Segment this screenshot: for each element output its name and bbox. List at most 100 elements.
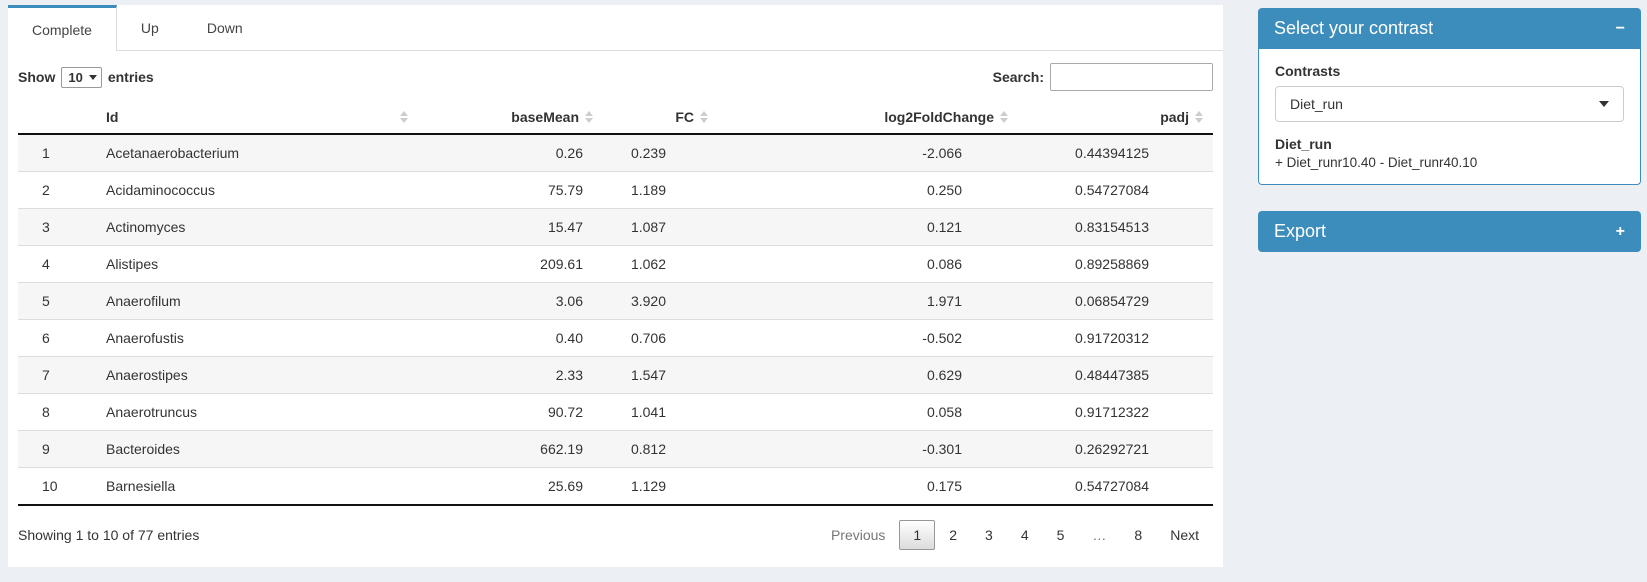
tab-down[interactable]: Down — [206, 19, 243, 36]
show-label: Show — [18, 69, 56, 85]
page-button-3[interactable]: 3 — [985, 527, 993, 543]
table-row: 1 Acetanaerobacterium 0.26 0.239 -2.066 0.443… — [18, 134, 1213, 172]
contrasts-label: Contrasts — [1275, 63, 1341, 79]
log2foldchange-cell: -0.502 — [718, 319, 1018, 357]
plus-icon[interactable]: + — [1615, 222, 1625, 240]
export-panel-title: Export — [1274, 221, 1327, 241]
page-number-buttons: 1 2 3 4 5 … 8 — [899, 520, 1156, 550]
table-row: 2 Acidaminococcus 75.79 1.189 0.250 0.5472708… — [18, 171, 1213, 209]
row-number-cell: 4 — [18, 245, 88, 283]
basemean-cell: 0.26 — [418, 134, 603, 172]
padj-cell: 0.54727084 — [1018, 171, 1213, 209]
table-body: 1 Acetanaerobacterium 0.26 0.239 -2.066 0.443… — [18, 134, 1213, 506]
fc-cell: 1.189 — [603, 171, 718, 209]
row-number-cell: 10 — [18, 467, 88, 506]
basemean-cell: 209.61 — [418, 245, 603, 283]
row-number-cell: 6 — [18, 319, 88, 357]
search-label: Search: — [992, 69, 1044, 85]
column-header-padj[interactable]: padj — [1018, 101, 1213, 135]
id-cell: Anaerofilum — [88, 282, 418, 320]
fc-cell: 1.087 — [603, 208, 718, 246]
page-button-5[interactable]: 5 — [1056, 527, 1065, 543]
table-controls: Show 10 entries Search: — [8, 51, 1223, 101]
basemean-cell: 90.72 — [418, 393, 603, 431]
row-number-cell: 2 — [18, 171, 88, 209]
basemean-cell: 25.69 — [418, 467, 603, 506]
fc-cell: 1.129 — [603, 467, 718, 506]
column-header-fc[interactable]: FC — [603, 101, 718, 135]
log2foldchange-cell: -0.301 — [718, 430, 1018, 468]
id-cell: Barnesiella — [88, 467, 418, 506]
basemean-cell: 15.47 — [418, 208, 603, 246]
page-button-1[interactable]: 1 — [899, 520, 936, 550]
log2foldchange-cell: 0.629 — [718, 356, 1018, 394]
padj-cell: 0.48447385 — [1018, 356, 1213, 394]
column-header-rownum[interactable] — [18, 101, 88, 135]
padj-cell: 0.91712322 — [1018, 393, 1213, 431]
contrast-formula: + Diet_runr10.40 - Diet_runr40.10 — [1275, 155, 1478, 170]
contrast-name: Diet_run — [1275, 136, 1332, 152]
table-footer: Showing 1 to 10 of 77 entries Previous 1… — [8, 506, 1223, 564]
fc-cell: 0.239 — [603, 134, 718, 172]
page-button-4[interactable]: 4 — [1020, 527, 1029, 543]
page-button-8[interactable]: 8 — [1134, 527, 1143, 543]
page-button-2[interactable]: 2 — [949, 527, 958, 543]
export-panel-header[interactable]: Export + — [1258, 211, 1641, 252]
tab-complete[interactable]: Complete — [8, 5, 117, 51]
page-length-value: 10 — [68, 69, 83, 85]
minus-icon[interactable]: − — [1615, 19, 1625, 37]
sort-icon — [585, 111, 593, 123]
fc-cell: 0.706 — [603, 319, 718, 357]
log2foldchange-cell: 1.971 — [718, 282, 1018, 320]
id-cell: Acidaminococcus — [88, 171, 418, 209]
page-length-control: Show 10 entries — [18, 66, 154, 88]
id-cell: Acetanaerobacterium — [88, 134, 418, 172]
sort-icon — [1000, 111, 1008, 123]
log2foldchange-cell: -2.066 — [718, 134, 1018, 172]
fc-cell: 1.547 — [603, 356, 718, 394]
table-row: 9 Bacteroides 662.19 0.812 -0.301 0.26292721 — [18, 430, 1213, 468]
row-number-cell: 1 — [18, 134, 88, 172]
entries-label: entries — [107, 69, 154, 85]
row-number-cell: 7 — [18, 356, 88, 394]
table-header-row: Id baseMean FC — [18, 101, 1213, 135]
tab-up[interactable]: Up — [140, 19, 159, 36]
fc-cell: 0.812 — [603, 430, 718, 468]
column-header-log2foldchange[interactable]: log2FoldChange — [718, 101, 1018, 135]
row-number-cell: 5 — [18, 282, 88, 320]
table-row: 3 Actinomyces 15.47 1.087 0.121 0.83154513 — [18, 208, 1213, 246]
id-cell: Anaerotruncus — [88, 393, 418, 431]
contrast-select[interactable]: Diet_run — [1275, 86, 1624, 122]
id-cell: Bacteroides — [88, 430, 418, 468]
column-header-id[interactable]: Id — [88, 101, 418, 135]
padj-cell: 0.54727084 — [1018, 467, 1213, 506]
basemean-cell: 3.06 — [418, 282, 603, 320]
contrast-panel-title: Select your contrast — [1274, 18, 1434, 38]
search-input[interactable] — [1050, 63, 1213, 91]
padj-cell: 0.06854729 — [1018, 282, 1213, 320]
sort-icon — [1195, 111, 1203, 123]
basemean-cell: 75.79 — [418, 171, 603, 209]
column-header-basemean[interactable]: baseMean — [418, 101, 603, 135]
padj-cell: 0.83154513 — [1018, 208, 1213, 246]
table-row: 8 Anaerotruncus 90.72 1.041 0.058 0.91712322 — [18, 393, 1213, 431]
fc-cell: 1.041 — [603, 393, 718, 431]
table-row: 7 Anaerostipes 2.33 1.547 0.629 0.48447385 — [18, 356, 1213, 394]
basemean-cell: 0.40 — [418, 319, 603, 357]
log2foldchange-cell: 0.250 — [718, 171, 1018, 209]
contrast-panel-header[interactable]: Select your contrast − — [1258, 8, 1641, 49]
previous-page-button[interactable]: Previous — [830, 527, 886, 543]
log2foldchange-cell: 0.121 — [718, 208, 1018, 246]
log2foldchange-cell: 0.175 — [718, 467, 1018, 506]
fc-cell: 3.920 — [603, 282, 718, 320]
contrast-panel-body: Contrasts Diet_run Diet_run + Diet_runr1… — [1258, 49, 1641, 185]
next-page-button[interactable]: Next — [1170, 527, 1199, 543]
contrast-panel: Select your contrast − Contrasts Diet_ru… — [1258, 8, 1641, 185]
table-row: 6 Anaerofustis 0.40 0.706 -0.502 0.91720312 — [18, 319, 1213, 357]
padj-cell: 0.26292721 — [1018, 430, 1213, 468]
contrast-select-value: Diet_run — [1290, 96, 1343, 112]
page-length-select[interactable]: 10 — [61, 66, 102, 88]
results-table: Id baseMean FC — [18, 101, 1213, 506]
table-info: Showing 1 to 10 of 77 entries — [18, 527, 200, 543]
pagination: Previous 1 2 3 4 5 … 8 Next — [817, 520, 1213, 550]
